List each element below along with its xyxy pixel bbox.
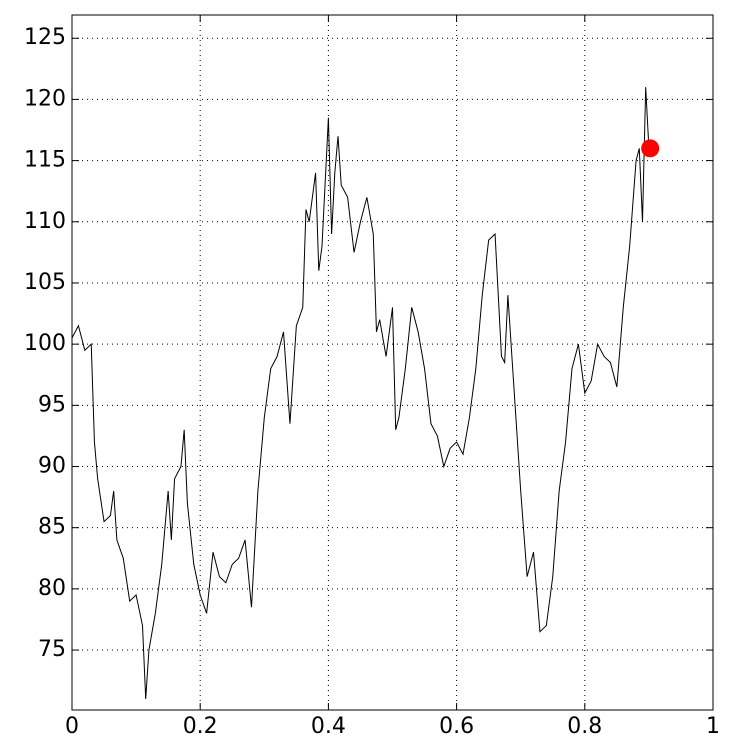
- plot-frame: [71, 14, 714, 711]
- y-tick-label: 85: [38, 515, 66, 540]
- y-tick-label: 75: [38, 637, 66, 662]
- y-tick-label: 105: [24, 270, 66, 295]
- marker: [641, 139, 660, 158]
- y-tick-label: 120: [24, 86, 66, 111]
- x-tick-label: 0.6: [439, 714, 474, 739]
- x-tick-label: 0.8: [567, 714, 602, 739]
- y-tick-label: 100: [24, 331, 66, 356]
- y-tick-label: 95: [38, 392, 66, 417]
- y-tick-label: 80: [38, 576, 66, 601]
- line-series: [71, 87, 650, 700]
- y-tick-label: 125: [24, 25, 66, 50]
- x-tick-label: 1: [706, 714, 720, 739]
- y-tick-label: 90: [38, 454, 66, 479]
- y-tick-label: 110: [24, 209, 66, 234]
- y-tick-label: 115: [24, 148, 66, 173]
- x-tick-label: 0.2: [183, 714, 218, 739]
- x-tick-label: 0: [65, 714, 79, 739]
- x-tick-label: 0.4: [311, 714, 346, 739]
- plot-area: [72, 15, 713, 710]
